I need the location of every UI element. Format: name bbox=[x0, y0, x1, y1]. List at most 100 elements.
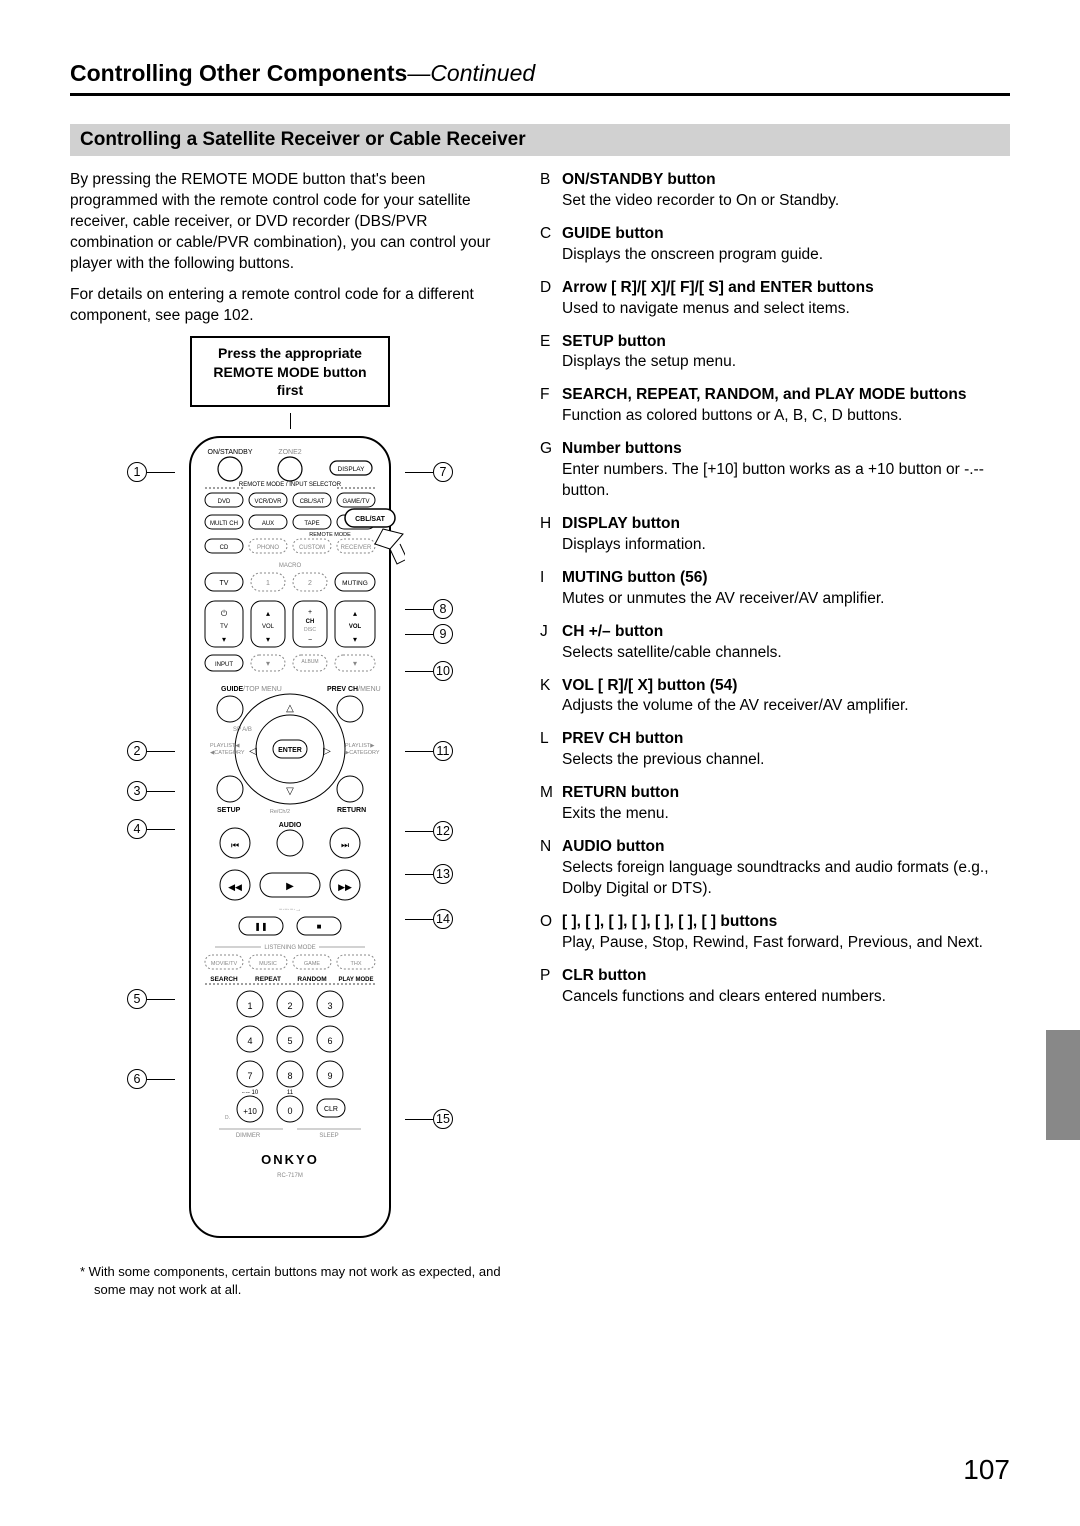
definition-item: O[ ], [ ], [ ], [ ], [ ], [ ], [ ] butto… bbox=[540, 912, 1010, 954]
left-callouts: 123456 bbox=[127, 429, 175, 1249]
svg-text:⏭: ⏭ bbox=[341, 840, 349, 850]
callout-number: 11 bbox=[433, 741, 453, 761]
item-name: VOL [ R]/[ X] button (54) bbox=[562, 677, 737, 694]
svg-text:MUSIC: MUSIC bbox=[259, 961, 277, 967]
svg-text:1: 1 bbox=[247, 1001, 252, 1011]
callout-number: 14 bbox=[433, 909, 453, 929]
svg-text:PLAYLIST▶: PLAYLIST▶ bbox=[345, 743, 375, 749]
callout: 15 bbox=[405, 1109, 453, 1129]
svg-text:DISC: DISC bbox=[304, 627, 316, 633]
svg-text:ENTER: ENTER bbox=[278, 747, 302, 754]
item-description: Selects the previous channel. bbox=[562, 750, 1010, 771]
item-name: Arrow [ R]/[ X]/[ F]/[ S] and ENTER butt… bbox=[562, 279, 874, 296]
svg-text:▶▶: ▶▶ bbox=[338, 882, 352, 892]
item-description: Selects satellite/cable channels. bbox=[562, 643, 1010, 664]
callout-number: 9 bbox=[433, 624, 453, 644]
item-letter: N bbox=[540, 837, 562, 900]
svg-text:REMOTE MODE: REMOTE MODE bbox=[309, 532, 351, 538]
svg-text:1: 1 bbox=[266, 580, 270, 587]
item-letter: F bbox=[540, 385, 562, 427]
definition-item: JCH +/– button Selects satellite/cable ch… bbox=[540, 622, 1010, 664]
intro-paragraph-2: For details on entering a remote control… bbox=[70, 285, 510, 327]
callout-number: 1 bbox=[127, 462, 147, 482]
callout-number: 7 bbox=[433, 462, 453, 482]
button-definitions-list: BON/STANDBY buttonSet the video recorder… bbox=[540, 170, 1010, 1008]
item-letter: J bbox=[540, 622, 562, 664]
item-body: [ ], [ ], [ ], [ ], [ ], [ ], [ ] button… bbox=[562, 912, 1010, 954]
side-index-tab bbox=[1046, 1030, 1080, 1140]
svg-text:8: 8 bbox=[287, 1071, 292, 1081]
svg-text:SETUP: SETUP bbox=[217, 807, 241, 814]
svg-text:PLAYLIST◀: PLAYLIST◀ bbox=[210, 743, 240, 749]
callout: 9 bbox=[405, 624, 453, 644]
callout-leader-line bbox=[147, 791, 175, 792]
svg-text:SEARCH: SEARCH bbox=[210, 976, 238, 983]
item-name: CH +/– button bbox=[562, 623, 663, 640]
svg-text:ALBUM: ALBUM bbox=[301, 659, 318, 665]
callout-leader-line bbox=[147, 1079, 175, 1080]
svg-text:◁: ◁ bbox=[249, 746, 257, 757]
callout: 8 bbox=[405, 599, 453, 619]
item-description: Selects foreign language soundtracks and… bbox=[562, 858, 1010, 900]
svg-text:RETURN: RETURN bbox=[337, 807, 366, 814]
callout: 3 bbox=[127, 781, 175, 801]
callout-leader-line bbox=[405, 609, 433, 610]
definition-item: CGUIDE buttonDisplays the onscreen progr… bbox=[540, 224, 1010, 266]
item-description: Function as colored buttons or A, B, C, … bbox=[562, 406, 1010, 427]
remote-box-line2: REMOTE MODE button first bbox=[213, 364, 366, 398]
definition-item: NAUDIO buttonSelects foreign language so… bbox=[540, 837, 1010, 900]
item-name: SEARCH, REPEAT, RANDOM, and PLAY MODE bu… bbox=[562, 386, 966, 403]
svg-text:MACRO: MACRO bbox=[279, 563, 302, 569]
svg-text:DISPLAY: DISPLAY bbox=[338, 466, 366, 473]
svg-text:❚❚: ❚❚ bbox=[254, 922, 267, 931]
svg-text:◀CATEGORY: ◀CATEGORY bbox=[210, 750, 245, 756]
right-column: BON/STANDBY buttonSet the video recorder… bbox=[540, 170, 1010, 1298]
header-title: Controlling Other Components bbox=[70, 60, 407, 86]
callout-leader-line bbox=[405, 874, 433, 875]
callout-number: 2 bbox=[127, 741, 147, 761]
item-description: Displays information. bbox=[562, 535, 1010, 556]
page-header: Controlling Other Components—Continued bbox=[70, 60, 1010, 96]
svg-text:11: 11 bbox=[287, 1090, 294, 1096]
header-continued: —Continued bbox=[407, 60, 535, 86]
svg-text:▾: ▾ bbox=[353, 635, 357, 644]
definition-item: PCLR buttonCancels functions and clears … bbox=[540, 966, 1010, 1008]
svg-text:+10: +10 bbox=[243, 1107, 257, 1116]
remote-diagram: 123456 ON/STANDBY ZONE2 DISPLAY REMOTE M… bbox=[70, 429, 510, 1249]
item-letter: C bbox=[540, 224, 562, 266]
right-callouts: 789101112131415 bbox=[405, 429, 453, 1249]
callout-leader-line bbox=[147, 751, 175, 752]
page-number: 107 bbox=[963, 1454, 1010, 1486]
callout: 6 bbox=[127, 1069, 175, 1089]
item-name: RETURN button bbox=[562, 784, 679, 801]
item-description: Play, Pause, Stop, Rewind, Fast forward,… bbox=[562, 933, 1010, 954]
svg-text:ON/STANDBY: ON/STANDBY bbox=[208, 449, 253, 456]
svg-text:9: 9 bbox=[327, 1071, 332, 1081]
svg-text:▶CATEGORY: ▶CATEGORY bbox=[345, 750, 380, 756]
svg-text:AUX: AUX bbox=[262, 521, 274, 527]
svg-text:◀◀: ◀◀ bbox=[228, 882, 242, 892]
callout-leader-line bbox=[147, 999, 175, 1000]
svg-text:-·-- 10: -·-- 10 bbox=[242, 1090, 259, 1096]
svg-text:ONKYO: ONKYO bbox=[261, 1152, 319, 1167]
item-body: SETUP buttonDisplays the setup menu. bbox=[562, 332, 1010, 374]
svg-text:▾: ▾ bbox=[266, 635, 270, 644]
item-body: VOL [ R]/[ X] button (54)Adjusts the vol… bbox=[562, 676, 1010, 718]
item-name: [ ], [ ], [ ], [ ], [ ], [ ], [ ] button… bbox=[562, 913, 777, 930]
item-name: Number buttons bbox=[562, 440, 682, 457]
svg-text:RECEIVER: RECEIVER bbox=[341, 545, 372, 551]
remote-control-illustration: ON/STANDBY ZONE2 DISPLAY REMOTE MODE / I… bbox=[175, 429, 405, 1249]
svg-text:TV: TV bbox=[220, 580, 229, 587]
svg-text:▶: ▶ bbox=[286, 881, 294, 892]
item-description: Set the video recorder to On or Standby. bbox=[562, 191, 1010, 212]
connector-line bbox=[290, 413, 291, 429]
callout-number: 13 bbox=[433, 864, 453, 884]
callout-number: 6 bbox=[127, 1069, 147, 1089]
item-name: MUTING button (56) bbox=[562, 569, 708, 586]
item-name: PREV CH button bbox=[562, 730, 683, 747]
item-letter: G bbox=[540, 439, 562, 502]
callout: 13 bbox=[405, 864, 453, 884]
svg-text:MUTING: MUTING bbox=[342, 580, 368, 587]
svg-text:GUIDE/TOP MENU: GUIDE/TOP MENU bbox=[221, 686, 282, 693]
item-body: DISPLAY buttonDisplays information. bbox=[562, 514, 1010, 556]
